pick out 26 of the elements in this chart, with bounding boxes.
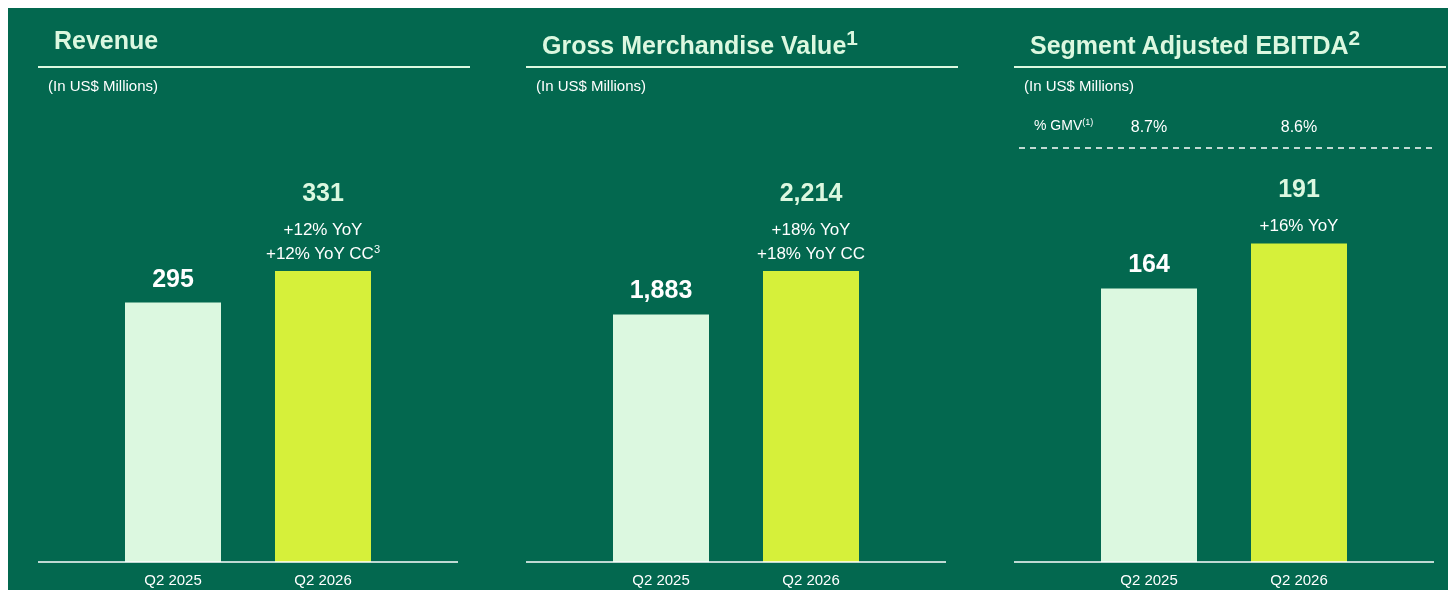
text: 8.6% [1280,118,1318,135]
x-tick-label: Q2 2025 [632,570,690,588]
annotation: +12% YoY [283,219,363,239]
data-label: 295 [152,263,194,292]
x-tick-label: Q2 2026 [1270,570,1328,588]
x-tick-label: Q2 2026 [294,570,352,588]
chart-subtitle: (In US$ Millions) [1024,77,1135,94]
data-label: 1,883 [629,275,693,304]
chart-subtitle: (In US$ Millions) [536,77,647,94]
text: % GMV$^{(1)}$ [1034,117,1094,133]
annotation: +18% YoY CC [757,243,865,263]
chart-title: Revenue [54,26,159,55]
chart-title: Gross Merchandise Value$^{1}$ [542,26,858,61]
data-label: 331 [302,177,344,206]
x-tick-label: Q2 2025 [1120,570,1178,588]
data-label: 191 [1278,174,1320,203]
chart-title: Segment Adjusted EBITDA$^{2}$ [1030,26,1361,61]
x-tick-label: Q2 2026 [782,570,840,588]
text: 8.7% [1130,118,1168,135]
data-label: 2,214 [779,177,843,206]
annotation: +18% YoY [771,219,851,239]
annotation: +16% YoY [1259,216,1339,236]
data-label: 164 [1128,249,1170,278]
x-tick-label: Q2 2025 [144,570,202,588]
annotation: +12% YoY CC$^{3}$ [265,242,381,263]
chart-subtitle: (In US$ Millions) [48,77,159,94]
